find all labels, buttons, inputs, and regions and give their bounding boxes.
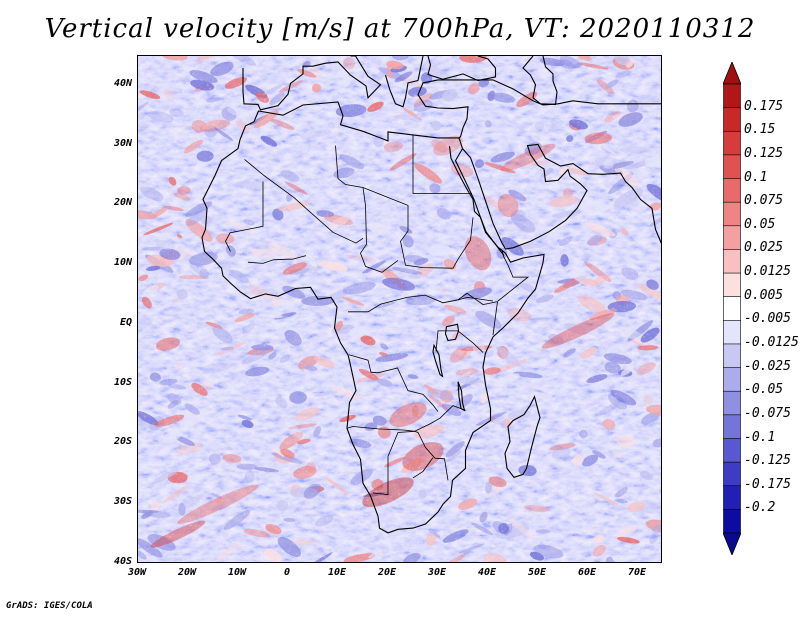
colorbar-segment (723, 130, 741, 156)
national-border (412, 457, 434, 479)
national-border (497, 250, 530, 302)
colorbar-tick-label: -0.05 (744, 382, 784, 398)
national-border (244, 159, 364, 244)
colorbar-bottom-arrow (723, 532, 741, 555)
coastline-madagascar (504, 395, 541, 478)
national-border (348, 294, 494, 313)
national-border (225, 181, 264, 252)
colorbar-tick-label: -0.005 (744, 311, 791, 327)
lat-label: 20N (113, 197, 132, 209)
coastline-lake-victoria (444, 323, 460, 342)
colorbar-tick-label: -0.075 (744, 405, 791, 421)
grads-credit: GrADS: IGES/COLA (6, 601, 93, 611)
colorbar-tick-label: 0.05 (744, 216, 776, 232)
colorbar-tick-label: 0.075 (744, 193, 784, 209)
lon-label: 30W (127, 567, 147, 578)
lon-label: 10E (327, 567, 347, 578)
colorbar-tick-label: 0.15 (744, 122, 776, 138)
lat-label: 20S (113, 436, 132, 448)
lon-label: 50E (527, 567, 547, 578)
colorbar-tick-label: 0.125 (744, 145, 784, 161)
lat-label: 40N (113, 77, 132, 89)
coastline-lake-tanganyika (432, 343, 444, 378)
national-border (335, 145, 474, 269)
colorbar-segment (723, 414, 741, 440)
colorbar-tick-label: -0.0125 (744, 334, 799, 350)
colorbar-segment (723, 509, 741, 534)
colorbar-segment (723, 225, 741, 251)
coastlines (201, 56, 661, 534)
coastline-arabia-india (462, 143, 661, 250)
colorbar-tick-label: 0.005 (744, 287, 784, 303)
coastline-greece (384, 56, 424, 108)
colorbar-tick-label: -0.2 (744, 500, 776, 516)
colorbar-tick-label: -0.175 (744, 476, 791, 492)
lat-label: 10N (113, 257, 132, 269)
colorbar-tick-label: -0.025 (744, 358, 791, 374)
colorbar-segment (723, 343, 741, 369)
colorbar-segment (723, 272, 741, 298)
national-border (412, 135, 472, 194)
colorbar-tick-label: 0.1 (744, 169, 768, 185)
lon-label: 70E (627, 567, 647, 578)
coastline-levant-turkey (417, 79, 661, 139)
coastline-black-sea (427, 56, 497, 82)
lat-label: 10S (113, 376, 132, 388)
colorbar-segment (723, 485, 741, 510)
colorbar-segment (723, 296, 741, 321)
colorbar-tick-label: 0.175 (744, 98, 784, 114)
national-border (247, 255, 307, 264)
lon-label: 20E (377, 567, 397, 578)
colorbar-segment (723, 107, 741, 132)
colorbar-segment (723, 178, 741, 203)
national-border (435, 330, 484, 353)
lat-label: EQ (119, 316, 132, 328)
colorbar-segment (723, 154, 741, 180)
colorbar-segment (723, 461, 741, 487)
lat-label: 30N (113, 137, 132, 149)
colorbar-segment (723, 83, 741, 109)
coastline-southern-europe (242, 56, 382, 111)
lon-label: 40E (477, 567, 497, 578)
colorbar-segment (723, 249, 741, 274)
map-title: Vertical velocity [m/s] at 700hPa, VT: 2… (44, 14, 756, 44)
colorbar (723, 62, 741, 555)
colorbar-tick-label: 0.0125 (744, 264, 791, 280)
colorbar-segment (723, 367, 741, 392)
lat-label: 40S (113, 556, 132, 567)
coastline-africa (201, 101, 545, 534)
lon-label: 20W (177, 567, 197, 578)
field-texture (138, 56, 661, 562)
colorbar-tick-label: 0.025 (744, 240, 784, 256)
lon-label: 10W (227, 567, 247, 578)
coastline-caspian (522, 56, 558, 105)
velocity-field (138, 56, 661, 562)
national-border (387, 430, 449, 481)
lat-label: 30S (113, 496, 132, 508)
colorbar-tick-label: -0.125 (744, 453, 791, 469)
colorbar-segment (723, 320, 741, 345)
colorbar-segment (723, 390, 741, 416)
national-border (372, 456, 389, 496)
colorbar-tick-label: -0.1 (744, 429, 776, 445)
lon-label: 30E (427, 567, 447, 578)
national-border (457, 292, 498, 336)
colorbar-segment (723, 201, 741, 227)
colorbar-segment (723, 438, 741, 463)
lon-label: 0 (283, 567, 291, 578)
national-border (348, 354, 439, 412)
national-border (360, 187, 399, 273)
map-panel[interactable] (137, 55, 662, 563)
lon-label: 60E (577, 567, 597, 578)
colorbar-top-arrow (723, 62, 741, 85)
coastline-red-sea-west (448, 146, 505, 256)
